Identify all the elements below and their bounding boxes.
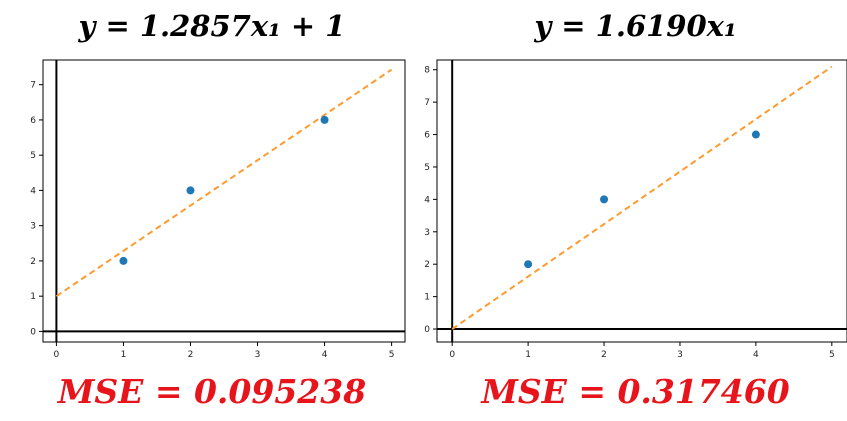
x-tick-label: 1 [525, 350, 531, 360]
y-tick-label: 5 [30, 151, 36, 161]
x-tick-label: 2 [188, 350, 194, 360]
x-tick-label: 5 [829, 350, 835, 360]
y-tick-label: 4 [30, 186, 36, 196]
x-tick-label: 0 [449, 350, 455, 360]
x-tick-label: 2 [601, 350, 607, 360]
data-point [186, 186, 195, 195]
plot-frame [42, 59, 406, 343]
y-tick-label: 1 [30, 292, 36, 302]
y-tick-label: 1 [424, 293, 430, 303]
right-mse-label: MSE = 0.317460 [481, 372, 790, 411]
regression-line [451, 65, 833, 330]
data-point [119, 256, 128, 265]
y-tick-label: 2 [424, 260, 430, 270]
data-point [751, 130, 760, 139]
x-tick-label: 3 [255, 350, 261, 360]
y-tick-label: 6 [30, 116, 36, 126]
y-tick-label: 0 [424, 325, 430, 335]
data-point [524, 260, 533, 269]
x-tick-label: 3 [677, 350, 683, 360]
y-tick-label: 6 [424, 131, 430, 141]
y-tick-label: 3 [424, 228, 430, 238]
right-chart-title: y = 1.6190x₁ [534, 9, 737, 43]
y-tick-label: 8 [424, 66, 430, 76]
regression-line [55, 68, 393, 298]
y-tick-label: 7 [30, 81, 36, 91]
x-tick-label: 0 [54, 350, 60, 360]
left-mse-label: MSE = 0.095238 [57, 372, 367, 411]
x-tick-label: 4 [322, 350, 328, 360]
y-tick-label: 5 [424, 163, 430, 173]
y-tick-label: 0 [30, 327, 36, 337]
left-chart-plot: 0 1 2 3 4 5 0 1 2 3 4 5 6 7 [30, 59, 406, 360]
y-tick-label: 2 [30, 257, 36, 267]
y-tick-label: 7 [424, 98, 430, 108]
x-tick-label: 4 [753, 350, 759, 360]
right-chart-plot: 0 1 2 3 4 5 0 1 2 3 4 5 6 7 8 [424, 59, 847, 360]
y-tick-label: 3 [30, 222, 36, 232]
x-tick-label: 5 [389, 350, 395, 360]
data-point [320, 115, 329, 124]
left-chart-title: y = 1.2857x₁ + 1 [78, 9, 346, 43]
y-tick-label: 4 [424, 195, 430, 205]
plot-frame [436, 59, 847, 343]
x-tick-label: 1 [121, 350, 127, 360]
data-point [600, 195, 609, 204]
